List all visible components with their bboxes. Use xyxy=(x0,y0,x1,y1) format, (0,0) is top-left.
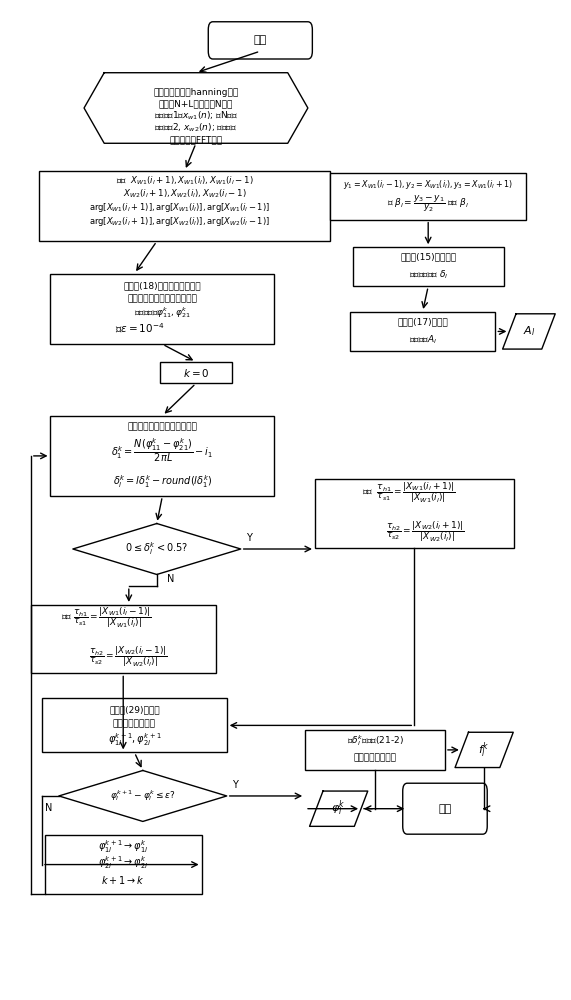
Text: 将$\delta^k_l$代入式(21-2): 将$\delta^k_l$代入式(21-2) xyxy=(347,733,404,748)
Bar xyxy=(315,479,513,548)
Text: $\varphi^{k+1}_l - \varphi^k_l \leq \varepsilon?$: $\varphi^{k+1}_l - \varphi^k_l \leq \var… xyxy=(110,788,175,803)
Text: 计算谐波频率参数: 计算谐波频率参数 xyxy=(353,753,396,762)
Bar xyxy=(330,173,526,220)
Text: $X_{W2}(i_l+1), X_{W2}(i_l), X_{W2}(i_l-1)$: $X_{W2}(i_l+1), X_{W2}(i_l), X_{W2}(i_l-… xyxy=(123,188,247,200)
Text: 个序列进行FFT变换: 个序列进行FFT变换 xyxy=(170,135,223,144)
Bar xyxy=(42,698,227,752)
Text: $\mathrm{arg}[X_{W1}(i_l+1)], \mathrm{arg}[X_{W1}(i_l)], \mathrm{arg}[X_{W1}(i_l: $\mathrm{arg}[X_{W1}(i_l+1)], \mathrm{ar… xyxy=(89,201,270,214)
Text: 并采样N+L个点，前N个点: 并采样N+L个点，前N个点 xyxy=(159,100,233,109)
Bar xyxy=(39,171,330,241)
Text: 构成序列1，$x_{w1}(n)$; 后N个点: 构成序列1，$x_{w1}(n)$; 后N个点 xyxy=(154,110,238,122)
Text: $\dfrac{\tau_{h2}}{\tau_{s2}} = \dfrac{|X_{W2}(i_l+1)|}{|X_{W2}(i_l)|}$: $\dfrac{\tau_{h2}}{\tau_{s2}} = \dfrac{|… xyxy=(386,519,465,544)
Polygon shape xyxy=(73,524,241,574)
Bar xyxy=(350,312,495,351)
Text: $\varphi^{k+1}_{2l} \rightarrow \varphi^k_{2l}$: $\varphi^{k+1}_{2l} \rightarrow \varphi^… xyxy=(98,854,148,871)
Bar xyxy=(353,247,504,286)
Text: $f^k_l$: $f^k_l$ xyxy=(478,740,490,760)
Polygon shape xyxy=(309,791,368,826)
Text: Y: Y xyxy=(246,533,252,543)
Text: $\delta^k_l = l\delta^k_1 - round(l\delta^k_1)$: $\delta^k_l = l\delta^k_1 - round(l\delt… xyxy=(112,473,212,490)
Polygon shape xyxy=(455,732,513,768)
Text: $\dfrac{\tau_{h2}}{\tau_{s2}} = \dfrac{|X_{W2}(i_l-1)|}{|X_{W2}(i_l)|}$: $\dfrac{\tau_{h2}}{\tau_{s2}} = \dfrac{|… xyxy=(90,644,168,669)
Bar xyxy=(50,274,274,344)
Text: $k=0$: $k=0$ xyxy=(183,367,209,379)
FancyBboxPatch shape xyxy=(208,22,312,59)
Bar xyxy=(305,730,445,770)
Text: Y: Y xyxy=(232,780,238,790)
Bar xyxy=(31,605,215,673)
Text: 的相位初值$\varphi^k_{11}, \varphi^k_{21}$: 的相位初值$\varphi^k_{11}, \varphi^k_{21}$ xyxy=(134,305,191,320)
Text: 根据式(18)计算两个序列的基: 根据式(18)计算两个序列的基 xyxy=(123,281,201,290)
Text: $\delta^k_1 = \dfrac{N(\varphi^k_{11}-\varphi^k_{21})}{2\pi L} - i_1$: $\delta^k_1 = \dfrac{N(\varphi^k_{11}-\v… xyxy=(111,436,214,464)
Text: $\mathrm{arg}[X_{W2}(i_l+1)], \mathrm{arg}[X_{W2}(i_l)], \mathrm{arg}[X_{W2}(i_l: $\mathrm{arg}[X_{W2}(i_l+1)], \mathrm{ar… xyxy=(89,215,270,228)
Polygon shape xyxy=(502,314,555,349)
Polygon shape xyxy=(84,73,308,143)
Text: 结束: 结束 xyxy=(439,804,452,814)
Text: N: N xyxy=(45,803,53,813)
Text: 的频率偏差量 $\delta_l$: 的频率偏差量 $\delta_l$ xyxy=(409,268,448,281)
Text: 根据式(17)计算谐: 根据式(17)计算谐 xyxy=(397,317,448,326)
Bar xyxy=(160,362,232,383)
FancyBboxPatch shape xyxy=(403,783,487,834)
Text: 由 $\beta_l = \dfrac{y_3-y_1}{y_2}$ 计算 $\beta_l$: 由 $\beta_l = \dfrac{y_3-y_1}{y_2}$ 计算 $\… xyxy=(387,194,469,214)
Text: $\varphi^{k+1}_{1l} \rightarrow \varphi^k_{1l}$: $\varphi^{k+1}_{1l} \rightarrow \varphi^… xyxy=(98,839,148,855)
Text: 个序列的谐波相角: 个序列的谐波相角 xyxy=(113,719,156,728)
Text: 获得  $X_{W1}(i_l+1), X_{W1}(i_l), X_{W1}(i_l-1)$: 获得 $X_{W1}(i_l+1), X_{W1}(i_l), X_{W1}(i… xyxy=(116,174,254,187)
Text: N: N xyxy=(167,574,174,584)
Text: 波的幅值$A_l$: 波的幅值$A_l$ xyxy=(409,333,437,346)
Text: 对待分析信号加hanning窗，: 对待分析信号加hanning窗， xyxy=(154,88,239,97)
Text: $k+1 \rightarrow k$: $k+1 \rightarrow k$ xyxy=(101,874,145,886)
Text: $A_l$: $A_l$ xyxy=(523,325,535,338)
Text: 开始: 开始 xyxy=(254,35,267,45)
Text: 计算  $\dfrac{\tau_{h1}}{\tau_{s1}} = \dfrac{|X_{W1}(i_l+1)|}{|X_{W1}(i_l)|}$: 计算 $\dfrac{\tau_{h1}}{\tau_{s1}} = \dfra… xyxy=(362,480,456,505)
Text: 计算基波各次谐波的频率偏差: 计算基波各次谐波的频率偏差 xyxy=(127,422,198,431)
Text: 设$\varepsilon = 10^{-4}$: 设$\varepsilon = 10^{-4}$ xyxy=(115,322,164,335)
Text: 波相位，并作为复合迭代算法: 波相位，并作为复合迭代算法 xyxy=(127,295,198,304)
Text: $y_1=X_{W1}(i_l-1), y_2=X_{W1}(i_l), y_3=X_{W1}(i_l+1)$: $y_1=X_{W1}(i_l-1), y_2=X_{W1}(i_l), y_3… xyxy=(343,178,513,191)
Text: 构成序列2, $x_{w2}(n)$; 分别对两: 构成序列2, $x_{w2}(n)$; 分别对两 xyxy=(154,121,238,134)
Text: 计算 $\dfrac{\tau_{h1}}{\tau_{s1}} = \dfrac{|X_{W1}(i_l-1)|}{|X_{W1}(i_l)|}$: 计算 $\dfrac{\tau_{h1}}{\tau_{s1}} = \dfra… xyxy=(61,605,152,630)
Bar xyxy=(50,416,274,496)
Polygon shape xyxy=(59,770,227,821)
Text: $0\leq\delta^k_l<0.5?$: $0\leq\delta^k_l<0.5?$ xyxy=(125,541,188,557)
Text: 根据式(15)计算谐波: 根据式(15)计算谐波 xyxy=(400,252,456,261)
Bar xyxy=(45,835,202,894)
Text: 根据式(29)计算两: 根据式(29)计算两 xyxy=(109,705,160,714)
Text: $\varphi^{k+1}_{1l}, \varphi^{k+1}_{2l}$: $\varphi^{k+1}_{1l}, \varphi^{k+1}_{2l}$ xyxy=(107,731,161,748)
Text: $\varphi^k_l$: $\varphi^k_l$ xyxy=(331,799,346,818)
